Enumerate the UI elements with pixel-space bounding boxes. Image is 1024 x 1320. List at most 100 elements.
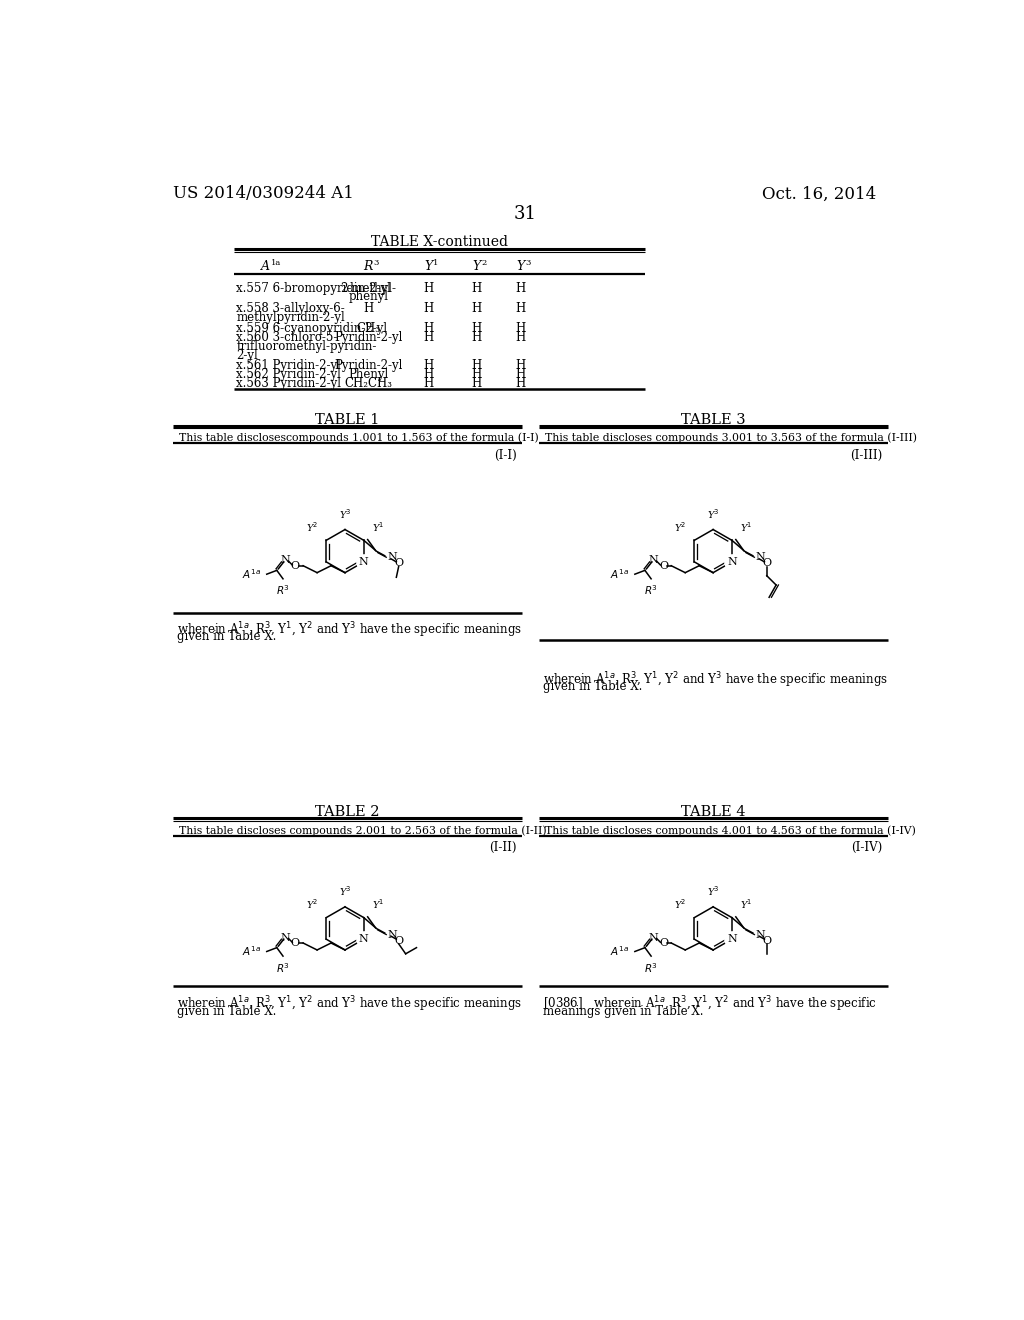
Text: 2-yl: 2-yl (237, 348, 258, 362)
Text: H: H (424, 302, 434, 315)
Text: O: O (659, 939, 668, 948)
Text: x.560 3-chloro-5-: x.560 3-chloro-5- (237, 331, 338, 345)
Text: N: N (359, 557, 369, 566)
Text: Y$^2$: Y$^2$ (306, 520, 318, 535)
Text: O: O (394, 936, 403, 945)
Text: H: H (472, 322, 482, 335)
Text: H: H (364, 302, 374, 315)
Text: H: H (472, 368, 482, 381)
Text: This table discloses compounds 3.001 to 3.563 of the formula (I-III): This table discloses compounds 3.001 to … (545, 433, 916, 444)
Text: H: H (472, 359, 482, 372)
Text: 1a: 1a (270, 259, 281, 267)
Text: x.562 Pyridin-2-yl: x.562 Pyridin-2-yl (237, 368, 341, 381)
Text: meanings given in Table X.: meanings given in Table X. (543, 1005, 703, 1018)
Text: wherein A$^{1a}$, R$^3$, Y$^1$, Y$^2$ and Y$^3$ have the specific meanings: wherein A$^{1a}$, R$^3$, Y$^1$, Y$^2$ an… (177, 620, 522, 640)
Text: Pyridin-2-yl: Pyridin-2-yl (334, 331, 402, 345)
Text: given in Table X.: given in Table X. (177, 631, 276, 643)
Text: Y$^3$: Y$^3$ (707, 884, 719, 899)
Text: Phenyl: Phenyl (348, 368, 388, 381)
Text: N: N (727, 935, 737, 944)
Text: H: H (516, 378, 526, 391)
Text: Pyridin-2-yl: Pyridin-2-yl (334, 359, 402, 372)
Text: H: H (424, 378, 434, 391)
Text: N: N (281, 933, 290, 942)
Text: O: O (291, 561, 300, 570)
Text: Y: Y (517, 260, 525, 273)
Text: O: O (659, 561, 668, 570)
Text: given in Table X.: given in Table X. (543, 681, 642, 693)
Text: wherein A$^{1a}$, R$^3$, Y$^1$, Y$^2$ and Y$^3$ have the specific meanings: wherein A$^{1a}$, R$^3$, Y$^1$, Y$^2$ an… (177, 995, 522, 1014)
Text: H: H (424, 331, 434, 345)
Text: Y$^2$: Y$^2$ (675, 520, 686, 535)
Text: $R^3$: $R^3$ (276, 961, 290, 974)
Text: 2: 2 (481, 259, 486, 267)
Text: H: H (516, 322, 526, 335)
Text: This table disclosescompounds 1.001 to 1.563 of the formula (I-I): This table disclosescompounds 1.001 to 1… (179, 433, 539, 444)
Text: H: H (472, 378, 482, 391)
Text: x.557 6-bromopyridin-2-yl: x.557 6-bromopyridin-2-yl (237, 281, 391, 294)
Text: $A^{1a}$: $A^{1a}$ (610, 945, 630, 958)
Text: (I-I): (I-I) (495, 449, 517, 462)
Text: H: H (472, 302, 482, 315)
Text: Y$^2$: Y$^2$ (675, 898, 686, 911)
Text: (I-II): (I-II) (489, 841, 517, 854)
Text: $R^3$: $R^3$ (644, 583, 658, 597)
Text: TABLE 3: TABLE 3 (681, 412, 745, 426)
Text: H: H (516, 281, 526, 294)
Text: TABLE 2: TABLE 2 (315, 805, 380, 820)
Text: N: N (648, 933, 658, 942)
Text: x.559 6-cyanopyridin-2-yl: x.559 6-cyanopyridin-2-yl (237, 322, 388, 335)
Text: H: H (424, 281, 434, 294)
Text: methylpyridin-2-yl: methylpyridin-2-yl (237, 312, 345, 325)
Text: Y$^3$: Y$^3$ (339, 884, 351, 899)
Text: N: N (388, 552, 397, 562)
Text: CH₂CH₃: CH₂CH₃ (344, 378, 392, 391)
Text: Y$^1$: Y$^1$ (739, 520, 752, 535)
Text: H: H (424, 322, 434, 335)
Text: Y$^3$: Y$^3$ (339, 507, 351, 521)
Text: H: H (516, 368, 526, 381)
Text: [0386]   wherein A$^{1a}$, R$^3$, Y$^1$, Y$^2$ and Y$^3$ have the specific: [0386] wherein A$^{1a}$, R$^3$, Y$^1$, Y… (543, 995, 877, 1014)
Text: (I-IV): (I-IV) (852, 841, 883, 854)
Text: This table discloses compounds 4.001 to 4.563 of the formula (I-IV): This table discloses compounds 4.001 to … (545, 825, 915, 836)
Text: wherein A$^{1a}$, R$^3$, Y$^1$, Y$^2$ and Y$^3$ have the specific meanings: wherein A$^{1a}$, R$^3$, Y$^1$, Y$^2$ an… (543, 671, 888, 690)
Text: 2-methyl-: 2-methyl- (340, 281, 396, 294)
Text: 3: 3 (373, 259, 378, 267)
Text: phenyl: phenyl (348, 290, 388, 304)
Text: $A^{1a}$: $A^{1a}$ (610, 568, 630, 581)
Text: O: O (762, 558, 771, 569)
Text: trifluoromethyl-pyridin-: trifluoromethyl-pyridin- (237, 339, 377, 352)
Text: CH₃: CH₃ (356, 322, 380, 335)
Text: Y$^2$: Y$^2$ (306, 898, 318, 911)
Text: O: O (291, 939, 300, 948)
Text: Y$^1$: Y$^1$ (739, 898, 752, 911)
Text: Y$^1$: Y$^1$ (372, 898, 384, 911)
Text: N: N (359, 935, 369, 944)
Text: H: H (472, 331, 482, 345)
Text: 1: 1 (433, 259, 438, 267)
Text: H: H (424, 359, 434, 372)
Text: 31: 31 (513, 205, 537, 223)
Text: H: H (516, 331, 526, 345)
Text: $R^3$: $R^3$ (644, 961, 658, 974)
Text: O: O (394, 558, 403, 569)
Text: H: H (472, 281, 482, 294)
Text: TABLE X-continued: TABLE X-continued (371, 235, 508, 249)
Text: $A^{1a}$: $A^{1a}$ (243, 568, 261, 581)
Text: Y: Y (425, 260, 433, 273)
Text: (I-III): (I-III) (851, 449, 883, 462)
Text: H: H (516, 302, 526, 315)
Text: x.563 Pyridin-2-yl: x.563 Pyridin-2-yl (237, 378, 341, 391)
Text: A: A (261, 260, 270, 273)
Text: R: R (364, 260, 373, 273)
Text: $A^{1a}$: $A^{1a}$ (243, 945, 261, 958)
Text: This table discloses compounds 2.001 to 2.563 of the formula (I-II): This table discloses compounds 2.001 to … (179, 825, 547, 836)
Text: Y$^3$: Y$^3$ (707, 507, 719, 521)
Text: 3: 3 (525, 259, 531, 267)
Text: TABLE 4: TABLE 4 (681, 805, 745, 820)
Text: x.558 3-allyloxy-6-: x.558 3-allyloxy-6- (237, 302, 345, 315)
Text: N: N (648, 556, 658, 565)
Text: N: N (281, 556, 290, 565)
Text: N: N (756, 552, 766, 562)
Text: N: N (388, 929, 397, 940)
